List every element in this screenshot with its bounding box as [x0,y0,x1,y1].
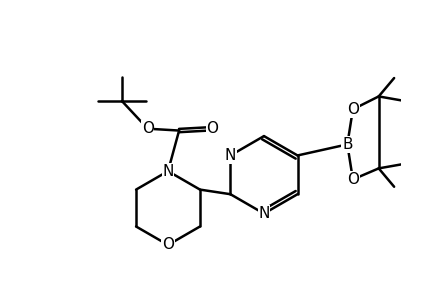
Text: O: O [347,102,359,117]
Text: O: O [142,121,154,136]
Text: O: O [162,238,174,252]
Text: N: N [225,148,236,163]
Text: O: O [206,121,218,136]
Text: O: O [347,172,359,187]
Text: N: N [162,164,174,179]
Text: B: B [342,137,353,152]
Text: N: N [258,206,270,221]
